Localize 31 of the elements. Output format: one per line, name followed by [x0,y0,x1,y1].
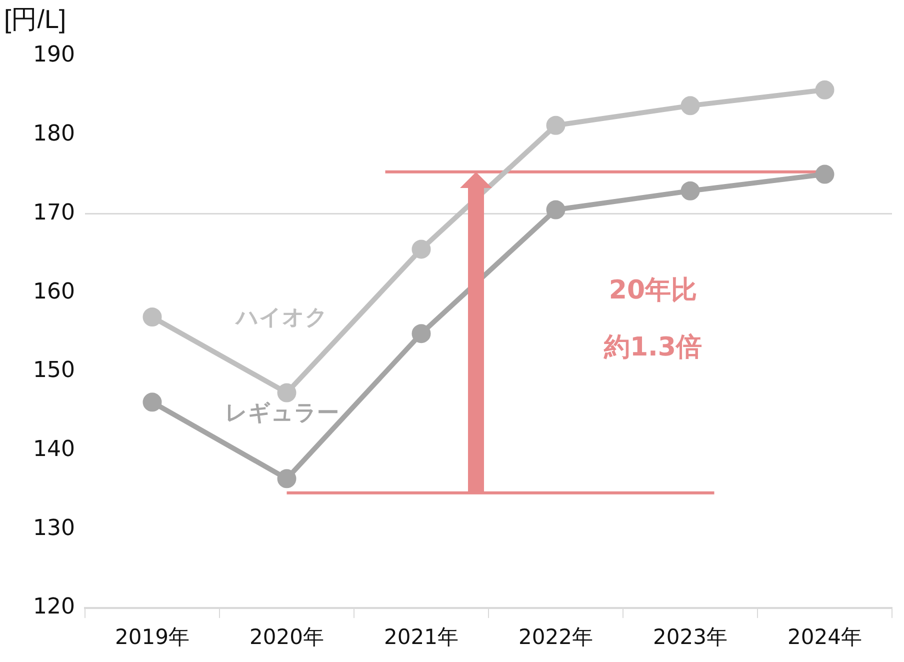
point [412,240,431,259]
point [142,392,162,412]
x-tick-label: 2024年 [788,625,862,650]
point [815,164,834,184]
x-tick-label: 2023年 [653,625,728,650]
series-label: レギュラー [224,400,339,426]
annotation: 約1.3倍 [602,332,702,363]
y-tick-label: 190 [33,42,75,68]
point [680,181,700,200]
point [680,96,700,116]
y-tick-label: 130 [33,516,75,541]
x-tick-label: 2020年 [250,625,324,650]
y-tick-label: 140 [33,437,75,462]
annotation: 20年比 [608,276,698,306]
x-tick-label: 2022年 [518,625,593,650]
point [815,80,834,100]
y-tick-label: 180 [33,122,75,147]
y-axis-title: [円/L] [4,3,66,36]
point [412,324,431,344]
series-label: ハイオク [234,306,328,331]
point [142,308,162,327]
point [277,383,296,402]
x-tick-label: 2019年 [115,625,190,650]
y-tick-label: 170 [33,200,75,226]
y-tick-label: 160 [33,279,75,304]
x-tick-label: 2021年 [384,625,458,650]
point [546,116,566,135]
y-tick-label: 120 [33,594,75,620]
point [546,200,566,220]
point [277,469,296,488]
y-tick-label: 150 [33,358,75,384]
